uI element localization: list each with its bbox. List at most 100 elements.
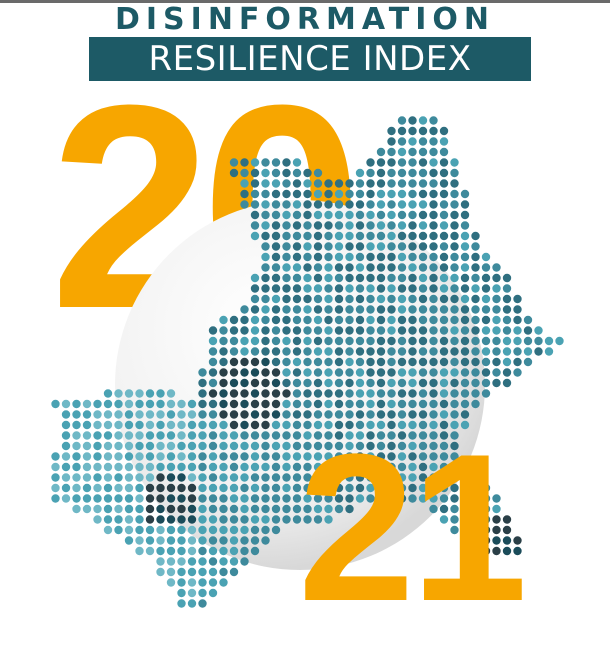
- map-dot: [450, 263, 459, 272]
- map-dot: [292, 326, 302, 335]
- map-dot: [418, 294, 428, 304]
- map-dot: [303, 179, 312, 188]
- map-dot: [303, 357, 312, 367]
- map-dot: [177, 441, 186, 451]
- map-dot: [513, 347, 522, 356]
- map-dot: [439, 168, 449, 178]
- map-dot: [292, 389, 302, 398]
- map-dot: [387, 462, 396, 472]
- map-dot: [103, 452, 113, 461]
- map-dot: [334, 431, 344, 440]
- map-dot: [355, 189, 365, 199]
- map-dot: [471, 347, 480, 356]
- map-dot: [229, 546, 239, 556]
- map-dot: [387, 378, 396, 388]
- map-dot: [292, 368, 302, 377]
- map-dot: [292, 273, 302, 283]
- map-dot: [145, 389, 155, 398]
- map-dot: [177, 546, 186, 556]
- map-dot: [250, 221, 260, 230]
- map-dot: [271, 273, 281, 283]
- map-dot: [387, 326, 396, 335]
- year-bottom-digits: 21: [298, 410, 528, 645]
- map-dot: [145, 399, 155, 409]
- map-dot: [387, 179, 396, 188]
- map-dot: [292, 305, 302, 314]
- map-dot: [303, 305, 312, 314]
- map-dot: [261, 420, 270, 430]
- map-dot: [376, 336, 386, 346]
- map-dot: [481, 315, 491, 325]
- map-dot: [61, 431, 71, 440]
- map-dot: [187, 599, 197, 608]
- map-dot: [355, 494, 365, 503]
- map-dot: [418, 315, 428, 325]
- map-dot: [481, 305, 491, 314]
- map-dot: [366, 263, 375, 272]
- map-dot: [397, 179, 407, 188]
- map-dot: [198, 578, 207, 587]
- map-dot: [303, 231, 312, 241]
- map-dot: [418, 200, 428, 209]
- map-dot: [166, 473, 176, 482]
- map-dot: [408, 126, 417, 136]
- dotted-map: [51, 116, 564, 608]
- map-dot: [355, 273, 365, 283]
- map-dot: [177, 420, 186, 430]
- map-dot: [439, 483, 449, 493]
- map-dot: [250, 168, 260, 178]
- map-dot: [387, 284, 396, 293]
- map-dot: [61, 399, 71, 409]
- map-dot: [271, 263, 281, 272]
- map-dot: [282, 483, 291, 493]
- map-dot: [429, 200, 438, 209]
- map-dot: [313, 336, 323, 346]
- map-dot: [135, 389, 144, 398]
- map-dot: [303, 410, 312, 419]
- map-dot: [271, 399, 281, 409]
- map-dot: [303, 483, 312, 493]
- map-dot: [439, 273, 449, 283]
- map-dot: [460, 305, 470, 314]
- map-dot: [450, 284, 459, 293]
- map-dot: [324, 399, 333, 409]
- title-banner: RESILIENCE INDEX: [89, 37, 531, 81]
- map-dot: [502, 305, 512, 314]
- map-dot: [471, 273, 480, 283]
- map-dot: [72, 410, 81, 419]
- map-dot: [345, 200, 354, 209]
- map-dot: [313, 515, 323, 524]
- map-dot: [313, 473, 323, 482]
- map-dot: [324, 431, 333, 440]
- map-dot: [313, 368, 323, 377]
- map-dot: [82, 441, 92, 451]
- map-dot: [219, 515, 228, 524]
- map-dot: [460, 410, 470, 419]
- map-dot: [387, 473, 396, 482]
- map-dot: [397, 273, 407, 283]
- map-dot: [460, 200, 470, 209]
- map-dot: [355, 378, 365, 388]
- map-dot: [471, 336, 480, 346]
- map-dot: [240, 315, 249, 325]
- map-dot: [292, 399, 302, 409]
- map-dot: [166, 504, 176, 514]
- map-dot: [471, 357, 480, 367]
- map-dot: [166, 431, 176, 440]
- map-dot: [345, 410, 354, 419]
- map-dot: [334, 441, 344, 451]
- map-dot: [397, 242, 407, 251]
- map-dot: [313, 294, 323, 304]
- map-dot: [376, 420, 386, 430]
- map-dot: [334, 326, 344, 335]
- map-dot: [324, 294, 333, 304]
- map-dot: [376, 347, 386, 356]
- map-dot: [166, 578, 176, 587]
- map-dot: [334, 399, 344, 409]
- map-dot: [450, 242, 459, 251]
- map-dot: [114, 462, 123, 472]
- map-dot: [303, 368, 312, 377]
- map-dot: [429, 305, 438, 314]
- map-dot: [292, 263, 302, 272]
- map-dot: [387, 441, 396, 451]
